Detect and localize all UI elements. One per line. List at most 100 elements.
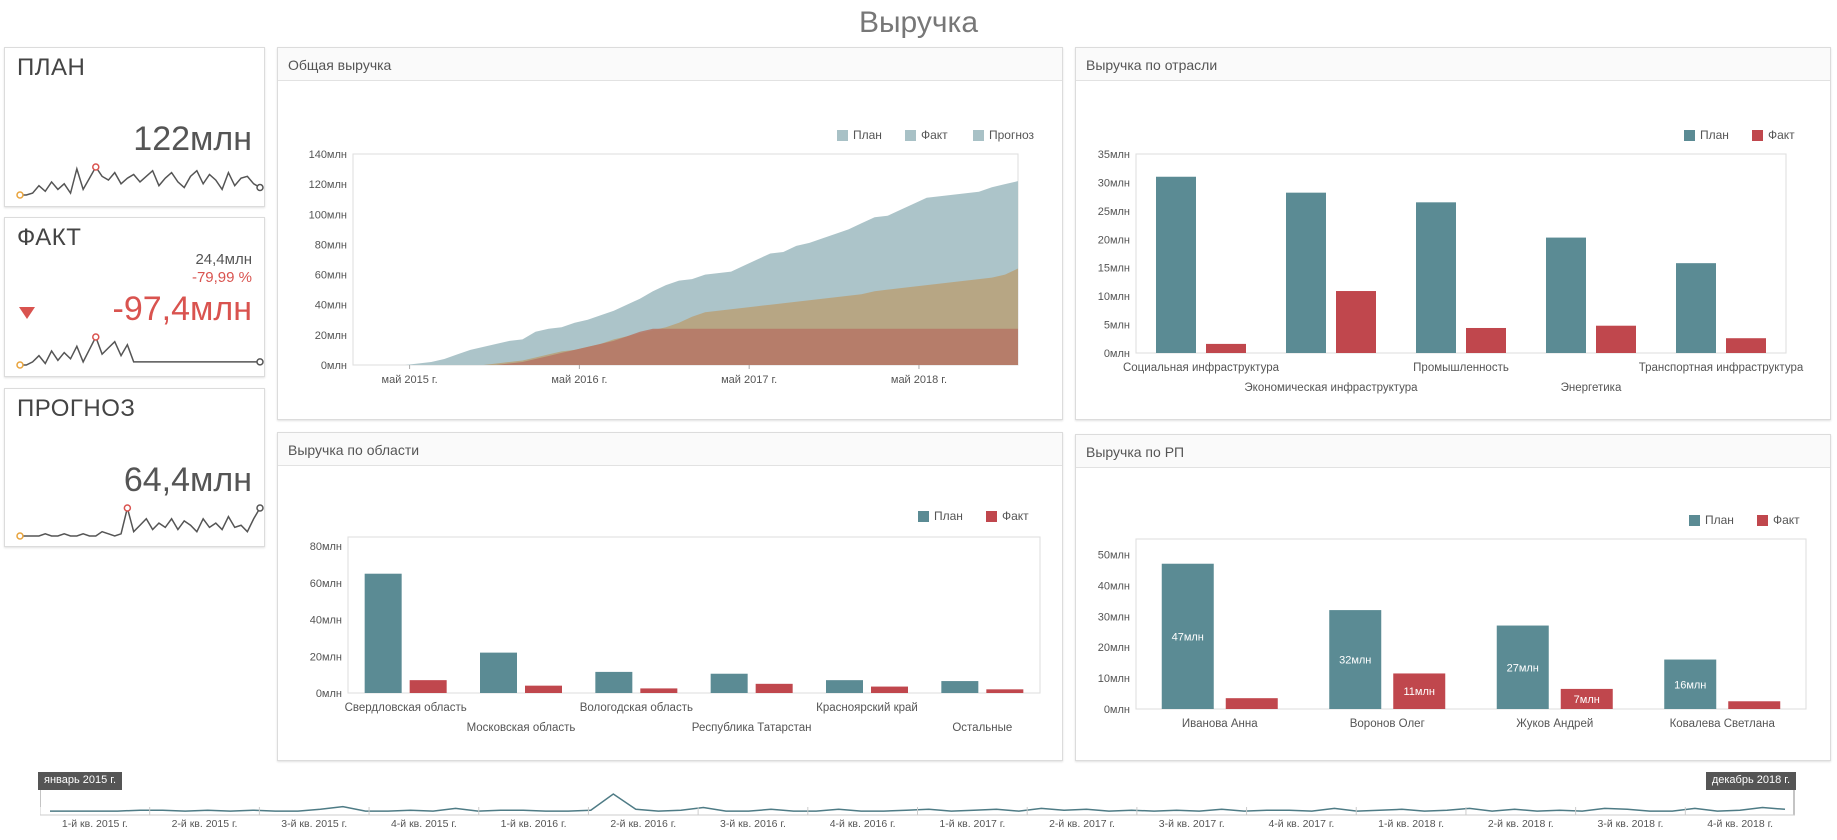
y-tick-label: 40млн [1098, 580, 1130, 592]
y-tick-label: 40млн [310, 615, 342, 627]
x-category-label: Социальная инфраструктура [1123, 362, 1280, 374]
y-tick-label: 20млн [1098, 234, 1130, 246]
bar-plan [1664, 659, 1717, 709]
x-tick-label: май 2018 г. [891, 374, 947, 386]
legend-swatch [973, 130, 984, 141]
range-end-label[interactable]: декабрь 2018 г. [1705, 772, 1796, 790]
legend-label: План [853, 128, 882, 142]
bar-fact [1206, 343, 1246, 353]
bar-fact [1596, 325, 1636, 353]
x-category-label: Жуков Андрей [1516, 718, 1593, 730]
panel-title: Выручка по области [278, 433, 1062, 466]
kpi-forecast-sparkline [16, 504, 264, 540]
kpi-card-forecast[interactable]: ПРОГНОЗ 64,4млн [4, 388, 265, 547]
data-label: 11млн [1404, 686, 1435, 698]
y-tick-label: 80млн [315, 239, 347, 251]
bar-plan [1286, 192, 1326, 353]
y-tick-label: 30млн [1098, 177, 1130, 189]
data-label: 27млн [1507, 662, 1539, 674]
y-tick-label: 10млн [1098, 291, 1130, 303]
y-tick-label: 30млн [1098, 611, 1130, 623]
bar-fact [1336, 291, 1376, 353]
bar-plan [1546, 237, 1586, 353]
panel-title: Выручка по РП [1076, 435, 1830, 468]
y-tick-label: 60млн [310, 578, 342, 590]
page-title: Выручка [858, 6, 979, 39]
y-tick-label: 15млн [1098, 263, 1130, 275]
y-tick-label: 0млн [1104, 348, 1130, 360]
panel-title: Выручка по отрасли [1076, 48, 1830, 81]
industry-revenue-chart[interactable]: Факт План 0млн 5млн 10млн 15млн 20млн 25млн 30мл… [1076, 82, 1832, 420]
y-tick-label: 0млн [316, 688, 342, 700]
x-category-label: Энергетика [1561, 382, 1622, 394]
kpi-fact-title: ФАКТ [17, 224, 82, 251]
spark-start-marker [16, 532, 24, 540]
manager-revenue-chart[interactable]: Факт План 0млн 10млн 20млн 30млн 40млн 50млн 47м… [1076, 469, 1832, 761]
bar-fact [1393, 673, 1446, 709]
kpi-plan-value: 122млн [133, 120, 252, 158]
y-tick-label: 25млн [1098, 206, 1130, 218]
bar-fact [986, 689, 1024, 693]
x-category-label: Свердловская область [345, 702, 467, 714]
range-tick-label: 3-й кв. 2018 г. [1598, 818, 1664, 830]
bar-plan [364, 573, 402, 693]
legend-swatch [1752, 130, 1763, 141]
range-start-label[interactable]: январь 2015 г. [38, 772, 123, 790]
y-tick-label: 40млн [315, 300, 347, 312]
bar-plan [480, 652, 517, 693]
bar-fact [409, 680, 447, 693]
legend-label: Факт [1773, 513, 1800, 527]
total-revenue-chart[interactable]: Прогноз Факт План 0млн 20млн 40млн 60млн 80млн 1… [278, 82, 1064, 420]
y-tick-label: 100млн [309, 209, 347, 221]
bar-fact [1225, 698, 1278, 709]
range-tick-label: 4-й кв. 2016 г. [830, 818, 896, 830]
kpi-card-fact[interactable]: ФАКТ 24,4млн -79,99 % -97,4млн [4, 217, 265, 377]
kpi-forecast-value: 64,4млн [123, 461, 252, 499]
data-label: 32млн [1339, 655, 1371, 667]
down-arrow-icon [19, 307, 35, 319]
range-tick-label: 2-й кв. 2016 г. [610, 818, 676, 830]
bar-plan [1496, 625, 1549, 709]
range-tick-label: 2-й кв. 2018 г. [1488, 818, 1554, 830]
range-tick-label: 3-й кв. 2015 г. [281, 818, 347, 830]
range-tick-label: 3-й кв. 2016 г. [720, 818, 786, 830]
y-tick-label: 20млн [310, 651, 342, 663]
x-category-label: Красноярский край [816, 702, 918, 714]
sparkline [20, 335, 260, 366]
range-tick-label: 1-й кв. 2016 г. [501, 818, 567, 830]
spark-end-marker [256, 504, 264, 512]
legend-swatch [1684, 130, 1695, 141]
y-tick-label: 0млн [321, 360, 347, 372]
spark-start-marker [16, 191, 24, 199]
bar-plan [1676, 263, 1716, 353]
kpi-fact-sub-value: 24,4млн [195, 251, 252, 268]
date-range-selector[interactable]: 1-й кв. 2015 г. 2-й кв. 2015 г. 3-й кв. 20… [40, 770, 1795, 830]
region-revenue-chart[interactable]: Факт План 0млн 20млн 40млн 60млн 80млн Свердлов… [278, 467, 1064, 761]
legend-label: План [934, 509, 963, 523]
legend-label: Факт [921, 128, 948, 142]
legend-swatch [1757, 515, 1768, 526]
spark-max-marker [123, 504, 132, 512]
bar-plan [1161, 563, 1214, 709]
range-tick-label: 4-й кв. 2015 г. [391, 818, 457, 830]
kpi-card-plan[interactable]: ПЛАН 122млн [4, 47, 265, 207]
bar-plan [595, 671, 633, 693]
panel-industry-revenue: Выручка по отрасли Факт План 0млн 5млн 10млн… [1075, 47, 1831, 420]
x-tick-label: май 2015 г. [382, 374, 438, 386]
area-series-fact [353, 328, 1018, 365]
range-tick-label: 4-й кв. 2017 г. [1268, 818, 1334, 830]
data-label: 16млн [1674, 679, 1706, 691]
plot-frame [1135, 153, 1787, 354]
sparkline [20, 165, 261, 196]
y-tick-label: 140млн [309, 149, 347, 161]
bar-fact [1466, 327, 1506, 353]
bar-fact [640, 688, 678, 693]
panel-region-revenue: Выручка по области Факт План 0млн 20млн 40мл… [277, 432, 1063, 761]
kpi-plan-title: ПЛАН [17, 54, 86, 81]
bar-fact [871, 686, 908, 693]
y-tick-label: 5млн [1104, 320, 1130, 332]
kpi-plan-sparkline [16, 163, 264, 199]
bar-plan [1156, 176, 1196, 353]
bar-fact [1726, 338, 1766, 353]
x-category-label: Экономическая инфраструктура [1244, 382, 1418, 394]
